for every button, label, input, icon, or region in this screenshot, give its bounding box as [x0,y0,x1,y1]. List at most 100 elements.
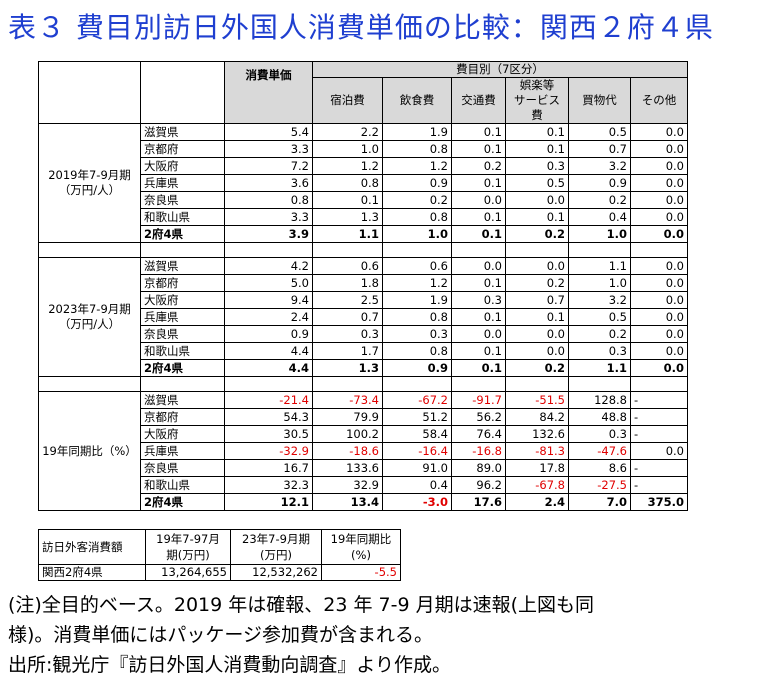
value-cell: 1.2 [382,157,452,175]
value-cell: 0.4 [382,476,452,494]
visitor-row-header: 訪日外客消費額 [38,529,146,565]
value-cell: 100.2 [312,425,383,443]
table-row: 奈良県 16.7 133.6 91.0 89.0 17.8 8.6- [39,459,688,477]
value-cell: 0.0 [505,191,569,209]
section-label: 2023年7-9月期 （万円/人） [38,257,141,377]
value-cell: 2.5 [312,291,383,309]
value-cell: 0.0 [505,257,569,275]
value-cell: - [630,459,688,477]
prefecture-name: 大阪府 [140,291,225,309]
visitor-col-2019: 19年7-97月 期(万円) [145,529,231,565]
col-header: 宿泊費 [312,77,383,124]
value-cell: 0.0 [505,342,569,360]
value-cell: 3.9 [224,225,313,243]
value-cell: 0.8 [382,140,452,158]
value-cell: -51.5 [505,391,569,409]
col-group-header: 費目別（7区分） [312,61,688,78]
value-cell: -73.4 [312,391,383,409]
table-row: 2023年7-9月期 （万円/人） 滋賀県 4.2 0.6 0.6 0.0 0.0 1.1 0.… [38,257,688,377]
visitor-row-label: 関西2府4県 [38,564,146,581]
value-cell: 0.1 [451,342,506,360]
value-cell: 7.2 [224,157,313,175]
col-header: 買物代 [568,77,631,124]
value-cell: 5.0 [224,274,313,292]
expense-table: 消費単価 費目別（7区分） 宿泊費 飲食費 交通費 娯楽等 サービス費 買物代 その他 2… [38,61,688,511]
value-cell: 0.1 [505,123,569,141]
value-cell: 132.6 [505,425,569,443]
footnote-line: 出所:観光庁『訪日外国人消費動向調査』より作成。 [8,654,452,676]
value-cell: 84.2 [505,408,569,426]
value-cell: 1.0 [568,274,631,292]
value-cell: -3.0 [382,493,452,511]
value-cell: 0.1 [451,123,506,141]
table-row: 2府4県 3.9 1.1 1.0 0.1 0.2 1.0 0.0 [39,225,688,243]
value-cell: 0.6 [312,257,383,275]
prefecture-name: 奈良県 [140,191,225,209]
table-row: 大阪府 7.2 1.2 1.2 0.2 0.3 3.2 0.0 [39,157,688,175]
value-cell: - [630,391,688,409]
value-cell: 0.0 [630,291,688,309]
value-cell: 0.0 [630,174,688,192]
table-row: 和歌山県 3.3 1.3 0.8 0.1 0.1 0.4 0.0 [39,208,688,226]
value-cell: 58.4 [382,425,452,443]
visitor-value-yoy: -5.5 [321,564,401,581]
value-cell: 1.3 [312,359,383,377]
value-cell: 13.4 [312,493,383,511]
prefecture-name: 兵庫県 [140,174,225,192]
value-cell: 56.2 [451,408,506,426]
value-cell: 1.0 [382,225,452,243]
table-row: 大阪府 30.5 100.2 58.4 76.4 132.6 0.3- [39,425,688,443]
value-cell: 0.0 [630,140,688,158]
visitor-value-2023: 12,532,262 [230,564,322,581]
value-cell: 0.0 [630,123,688,141]
value-cell: 0.5 [568,123,631,141]
prefecture-name: 2府4県 [140,225,225,243]
value-cell: 79.9 [312,408,383,426]
header-row-1: 消費単価 費目別（7区分） [38,61,688,124]
value-cell: 30.5 [224,425,313,443]
value-cell: 0.3 [312,325,383,343]
value-cell: 0.9 [382,359,452,377]
value-cell: 0.5 [505,174,569,192]
prefecture-name: 奈良県 [140,325,225,343]
value-cell: 0.3 [568,342,631,360]
value-cell: 1.7 [312,342,383,360]
visitor-header-row: 訪日外客消費額 19年7-97月 期(万円) 23年7-9月期 (万円) 19年… [38,529,401,565]
value-cell: 0.1 [505,140,569,158]
value-cell: 0.7 [505,291,569,309]
footnote-line: (注)全目的ベース。2019 年は確報、23 年 7-9 月期は速報(上図も同 [8,594,595,616]
value-cell: 12.1 [224,493,313,511]
col-header: その他 [630,77,688,124]
value-cell: 0.5 [568,308,631,326]
col-header: 飲食費 [382,77,452,124]
value-cell: 1.1 [568,359,631,377]
value-cell: 133.6 [312,459,383,477]
table-row: 京都府 3.3 1.0 0.8 0.1 0.1 0.7 0.0 [39,140,688,158]
value-cell: 0.0 [630,225,688,243]
value-cell: 3.3 [224,208,313,226]
value-cell: 89.0 [451,459,506,477]
value-cell: -91.7 [451,391,506,409]
value-cell: 0.9 [224,325,313,343]
value-cell: 0.0 [630,359,688,377]
footnote: (注)全目的ベース。2019 年は確報、23 年 7-9 月期は速報(上図も同 … [8,590,758,680]
value-cell: 0.7 [312,308,383,326]
value-cell: 0.0 [630,274,688,292]
value-cell: -18.6 [312,442,383,460]
value-cell: 3.6 [224,174,313,192]
visitor-col-yoy: 19年同期比 (%) [321,529,401,565]
section-gap [38,376,688,392]
value-cell: 0.3 [382,325,452,343]
value-cell: 0.0 [451,325,506,343]
value-cell: 3.3 [224,140,313,158]
value-cell: 8.6 [568,459,631,477]
value-cell: -81.3 [505,442,569,460]
value-cell: 0.7 [568,140,631,158]
value-cell: 0.0 [505,325,569,343]
value-cell: -47.6 [568,442,631,460]
prefecture-name: 京都府 [140,274,225,292]
value-cell: 0.3 [451,291,506,309]
value-cell: 128.8 [568,391,631,409]
page-title: 表３ 費目別訪日外国人消費単価の比較：関西２府４県 [8,11,714,44]
prefecture-name: 京都府 [140,140,225,158]
